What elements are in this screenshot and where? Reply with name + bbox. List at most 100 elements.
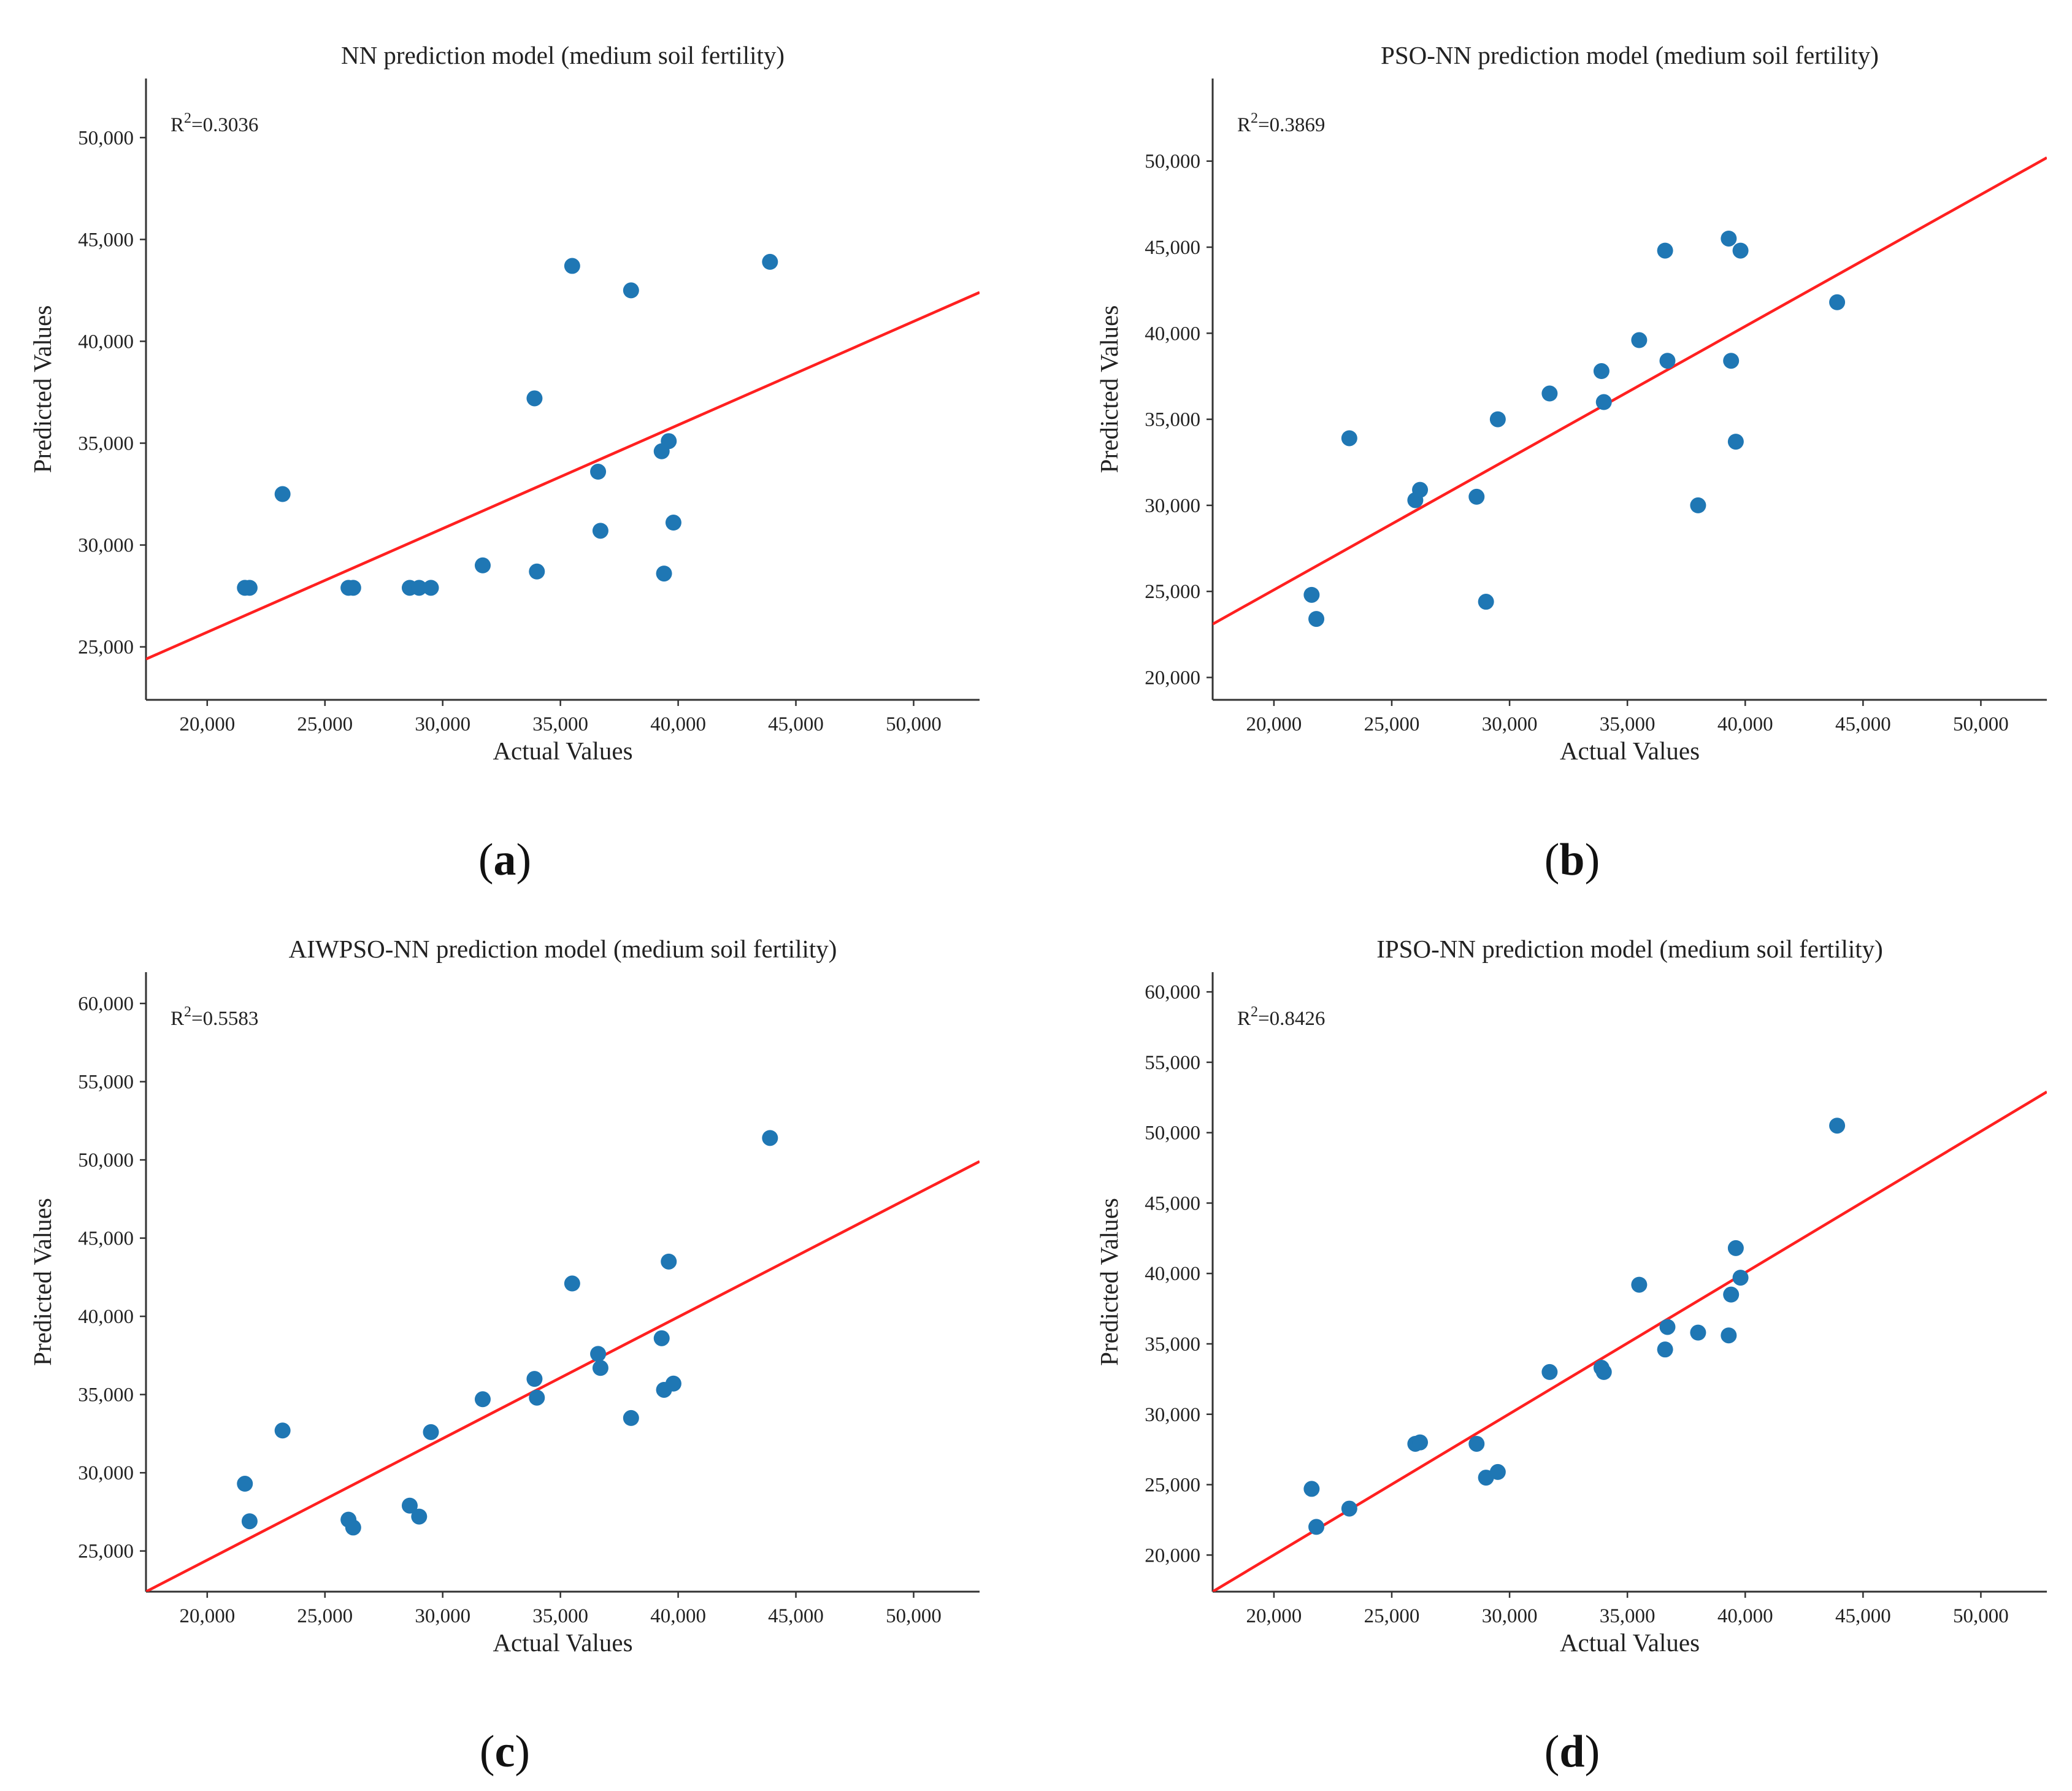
y-tick-label-b: 30,000	[1145, 495, 1200, 517]
x-tick-label-d: 50,000	[1953, 1605, 2009, 1627]
data-point-c	[474, 1391, 491, 1408]
data-point-b	[1732, 242, 1749, 259]
y-tick-label-d: 20,000	[1145, 1544, 1200, 1567]
data-point-d	[1412, 1434, 1429, 1451]
data-point-d	[1341, 1500, 1357, 1517]
data-point-a	[665, 515, 681, 531]
data-point-a	[529, 563, 545, 580]
x-tick-label-a: 25,000	[297, 713, 353, 735]
data-point-a	[661, 433, 677, 450]
data-point-a	[474, 557, 491, 573]
data-point-b	[1412, 481, 1429, 498]
data-point-a	[564, 258, 580, 274]
y-tick-label-c: 50,000	[78, 1149, 134, 1172]
x-tick-label-b: 50,000	[1953, 713, 2009, 735]
data-point-d	[1732, 1270, 1749, 1286]
y-tick-label-b: 20,000	[1145, 667, 1200, 689]
data-point-a	[526, 390, 543, 407]
x-tick-label-b: 20,000	[1246, 713, 1302, 735]
data-point-b	[1541, 385, 1558, 402]
y-tick-label-c: 30,000	[78, 1462, 134, 1484]
data-point-c	[665, 1375, 681, 1392]
fit-line-b	[1213, 156, 2047, 626]
data-point-a	[274, 486, 291, 502]
x-tick-label-a: 20,000	[179, 713, 235, 735]
data-point-b	[1829, 294, 1846, 310]
data-point-c	[623, 1409, 639, 1426]
panel-label-d: (d)	[1544, 1727, 1600, 1777]
data-point-d	[1489, 1463, 1506, 1480]
data-point-c	[590, 1346, 607, 1362]
x-axis-label-a: Actual Values	[493, 737, 632, 765]
y-tick-label-a: 40,000	[78, 331, 134, 353]
x-axis-label-d: Actual Values	[1560, 1628, 1700, 1657]
data-point-d	[1723, 1286, 1740, 1303]
y-tick-label-a: 50,000	[78, 127, 134, 149]
y-tick-label-d: 35,000	[1145, 1333, 1200, 1356]
data-point-c	[529, 1389, 545, 1406]
r-squared-label-b: R2=0.3869	[1237, 110, 1325, 136]
data-point-c	[345, 1519, 361, 1536]
y-tick-label-b: 40,000	[1145, 323, 1200, 345]
data-point-c	[592, 1360, 608, 1376]
data-point-a	[623, 282, 639, 299]
chart-title-d: IPSO-NN prediction model (medium soil fe…	[1376, 935, 1883, 963]
x-tick-label-b: 40,000	[1717, 713, 1773, 735]
data-point-d	[1690, 1324, 1706, 1341]
x-tick-label-b: 35,000	[1600, 713, 1656, 735]
chart-b: PSO-NN prediction model (medium soil fer…	[1095, 41, 2047, 765]
chart-title-b: PSO-NN prediction model (medium soil fer…	[1381, 41, 1879, 69]
data-point-d	[1657, 1341, 1673, 1358]
panel-label-b: (b)	[1544, 835, 1600, 885]
y-tick-label-a: 45,000	[78, 229, 134, 251]
panel-label-c: (c)	[479, 1727, 531, 1777]
x-tick-label-d: 30,000	[1482, 1605, 1538, 1627]
x-tick-label-d: 45,000	[1835, 1605, 1891, 1627]
x-tick-label-d: 25,000	[1364, 1605, 1420, 1627]
data-point-b	[1303, 586, 1320, 603]
x-tick-label-c: 40,000	[650, 1605, 706, 1627]
data-point-a	[762, 253, 778, 270]
x-tick-label-b: 45,000	[1835, 713, 1891, 735]
y-axis-label-c: Predicted Values	[28, 1198, 56, 1366]
x-tick-label-a: 50,000	[886, 713, 942, 735]
data-point-c	[526, 1371, 543, 1387]
data-point-c	[401, 1497, 418, 1514]
data-point-b	[1478, 594, 1494, 610]
x-axis-label-c: Actual Values	[493, 1628, 632, 1657]
data-point-d	[1468, 1435, 1485, 1452]
x-tick-label-a: 45,000	[768, 713, 824, 735]
data-point-d	[1541, 1363, 1558, 1380]
data-point-b	[1308, 611, 1325, 627]
x-tick-label-a: 30,000	[415, 713, 470, 735]
y-tick-label-d: 40,000	[1145, 1263, 1200, 1285]
y-tick-label-d: 55,000	[1145, 1052, 1200, 1074]
y-axis-label-b: Predicted Values	[1095, 305, 1123, 474]
data-point-d	[1303, 1481, 1320, 1497]
data-point-a	[590, 464, 607, 480]
data-point-a	[411, 580, 428, 596]
x-tick-label-b: 25,000	[1364, 713, 1420, 735]
fit-line-a	[146, 291, 980, 661]
data-point-a	[345, 580, 361, 596]
x-axis-label-b: Actual Values	[1560, 737, 1700, 765]
data-point-a	[241, 580, 258, 596]
data-point-c	[274, 1422, 291, 1439]
data-point-d	[1721, 1327, 1737, 1344]
x-tick-label-c: 20,000	[179, 1605, 235, 1627]
data-point-c	[423, 1424, 439, 1440]
data-point-a	[656, 566, 672, 582]
data-point-d	[1595, 1363, 1612, 1380]
x-tick-label-c: 50,000	[886, 1605, 942, 1627]
x-tick-label-a: 40,000	[650, 713, 706, 735]
x-tick-label-c: 30,000	[415, 1605, 470, 1627]
chart-a: NN prediction model (medium soil fertili…	[28, 41, 980, 765]
y-tick-label-d: 50,000	[1145, 1122, 1200, 1145]
y-tick-label-d: 60,000	[1145, 981, 1200, 1003]
y-tick-label-a: 25,000	[78, 637, 134, 659]
chart-title-c: AIWPSO-NN prediction model (medium soil …	[289, 935, 837, 963]
data-point-d	[1727, 1240, 1744, 1256]
y-tick-label-c: 55,000	[78, 1072, 134, 1094]
chart-c: AIWPSO-NN prediction model (medium soil …	[28, 935, 980, 1657]
